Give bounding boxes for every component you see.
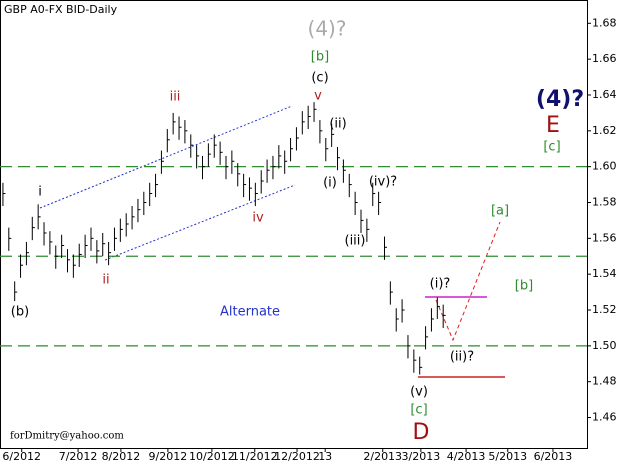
y-tick-label: 1.66	[592, 52, 617, 65]
wave-label: (ii)	[329, 117, 346, 132]
wave-label: (b)	[11, 305, 29, 320]
y-tick-label: 1.56	[592, 231, 617, 244]
wave-label: E	[546, 113, 560, 138]
wave-label: [b]	[311, 50, 329, 65]
x-tick-label: 11/2012	[232, 450, 278, 463]
wave-label: (ii)?	[450, 350, 474, 365]
y-tick-label: 1.58	[592, 195, 617, 208]
x-tick-label: 10/2012	[189, 450, 235, 463]
y-tick-label: 1.54	[592, 267, 617, 280]
wave-label: (4)?	[536, 87, 584, 112]
y-tick-label: 1.64	[592, 88, 617, 101]
y-tick-label: 1.50	[592, 339, 617, 352]
wave-label: D	[413, 420, 430, 445]
x-tick-label: 2/2013	[363, 450, 402, 463]
chart-title: GBP A0-FX BID-Daily	[4, 3, 118, 16]
wave-label: (v)	[410, 385, 428, 400]
wave-label: [c]	[543, 140, 560, 155]
wave-label: v	[314, 89, 322, 104]
x-tick-label: 13	[318, 450, 332, 463]
x-tick-label: 4/2013	[447, 450, 486, 463]
plot-frame	[0, 0, 588, 449]
channel-upper	[39, 105, 293, 209]
wave-label: iv	[252, 211, 264, 226]
wave-label: i	[38, 185, 42, 200]
wave-label: (i)?	[430, 277, 451, 292]
wave-label: [b]	[515, 279, 533, 294]
wave-label: (iv)?	[369, 175, 397, 190]
x-tick-label: 12/2012	[274, 450, 320, 463]
scenario-label: Alternate	[220, 305, 280, 320]
y-tick-label: 1.48	[592, 375, 617, 388]
x-tick-label: 6/2012	[2, 450, 41, 463]
x-tick-label: 8/2012	[102, 450, 141, 463]
x-tick-label: 6/2013	[534, 450, 573, 463]
wave-label: [a]	[491, 204, 509, 219]
x-tick-label: 7/2012	[59, 450, 98, 463]
wave-label: (4)?	[308, 17, 347, 41]
wave-label: (iii)	[345, 234, 366, 249]
wave-drawings	[39, 105, 505, 378]
x-tick-label: 9/2012	[149, 450, 188, 463]
wave-label: (c)	[311, 71, 328, 86]
y-tick-label: 1.62	[592, 124, 617, 137]
projection	[435, 221, 501, 342]
x-tick-label: 5/2013	[488, 450, 527, 463]
wave-label: ii	[102, 273, 109, 288]
y-tick-label: 1.60	[592, 160, 617, 173]
wave-label: iii	[170, 90, 181, 105]
y-tick-label: 1.68	[592, 16, 617, 29]
y-tick-label: 1.52	[592, 303, 617, 316]
wave-label: (i)	[323, 176, 337, 191]
x-tick-label: 3/2013	[402, 450, 441, 463]
y-tick-label: 1.46	[592, 411, 617, 424]
author: forDmitry@yahoo.com	[10, 431, 124, 442]
wave-label: [c]	[410, 403, 427, 418]
